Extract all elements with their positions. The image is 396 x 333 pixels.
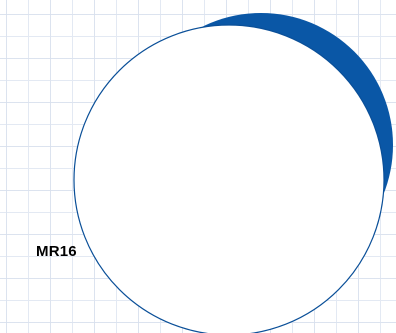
- lamp-face: [73, 24, 385, 333]
- lamp-type-label: MR16: [36, 243, 77, 260]
